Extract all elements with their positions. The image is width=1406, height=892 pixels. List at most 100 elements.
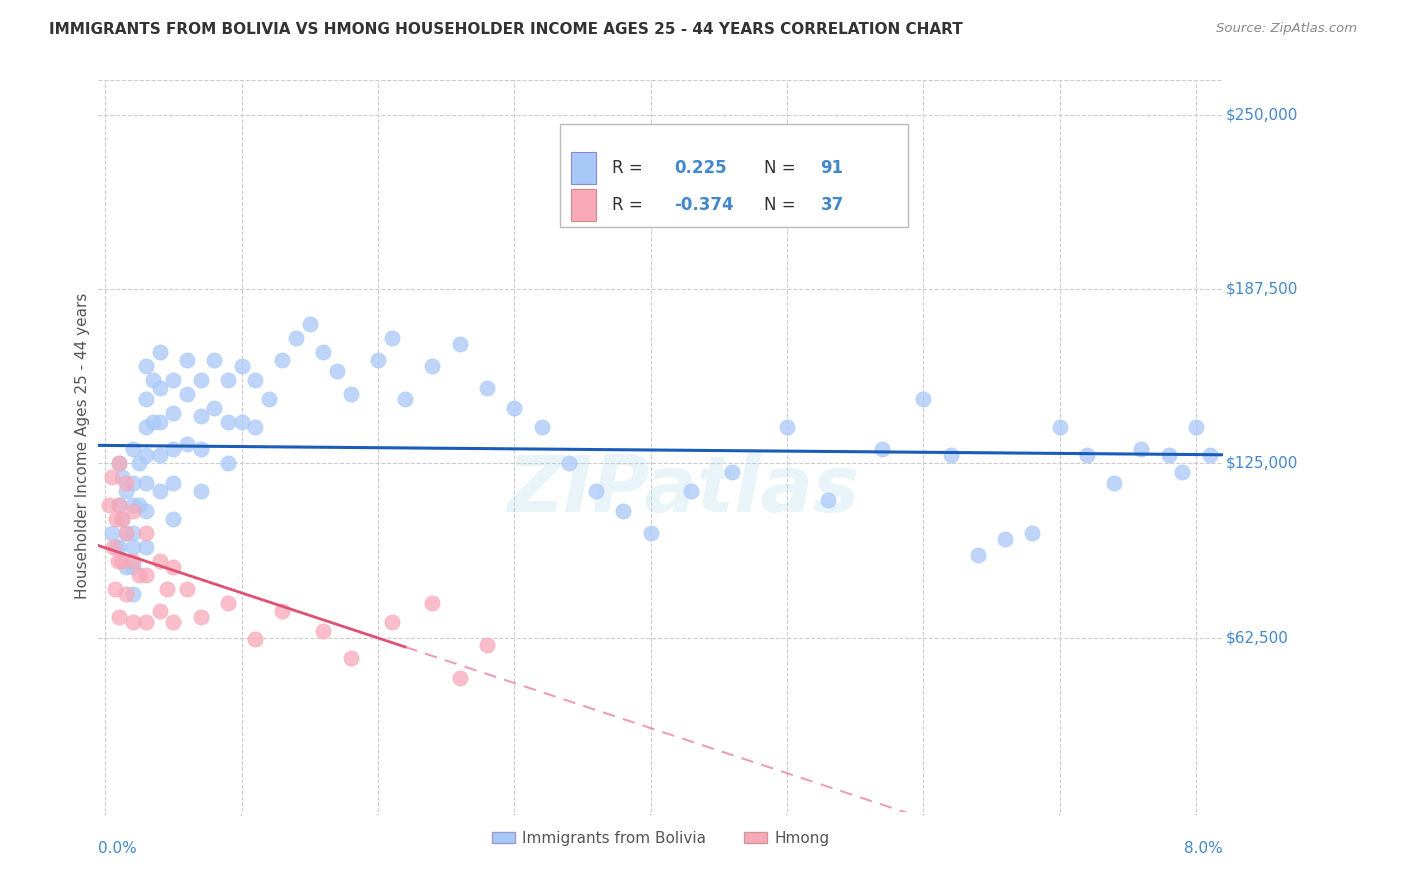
Point [475,381,498,395]
Bar [571,152,596,184]
Point [110,470,132,484]
Point [558,457,581,471]
Point [190,409,212,423]
Point [1157,448,1180,462]
Point [217,457,239,471]
Point [135,420,157,434]
Point [681,484,703,499]
Text: 0.0%: 0.0% [98,841,138,856]
Text: ZIPatlas: ZIPatlas [508,452,859,528]
Point [110,512,132,526]
Point [108,457,131,471]
Point [101,526,124,541]
Point [1049,420,1071,434]
Point [121,475,143,490]
Point [475,638,498,652]
Point [190,609,212,624]
Point [190,442,212,457]
Point [312,624,335,638]
Point [162,373,184,387]
Point [231,359,253,373]
Point [285,331,308,345]
Text: $187,500: $187,500 [1226,282,1298,297]
Point [135,615,157,630]
Point [149,554,172,568]
Point [176,582,198,596]
Point [121,442,143,457]
Point [121,587,143,601]
Point [114,475,136,490]
Point [176,386,198,401]
Text: N =: N = [765,159,796,177]
Text: Source: ZipAtlas.com: Source: ZipAtlas.com [1216,22,1357,36]
Point [142,373,165,387]
Point [217,415,239,429]
Y-axis label: Householder Income Ages 25 - 44 years: Householder Income Ages 25 - 44 years [75,293,90,599]
Point [149,345,172,359]
Point [121,540,143,554]
Point [110,512,132,526]
Text: N =: N = [765,195,796,213]
Point [176,437,198,451]
Point [108,609,131,624]
Text: 8.0%: 8.0% [1184,841,1223,856]
Point [1102,475,1125,490]
Point [135,540,157,554]
Point [380,615,402,630]
Point [1185,420,1208,434]
Point [98,498,121,512]
Point [817,492,839,507]
Point [128,457,150,471]
Point [103,540,125,554]
Point [128,567,150,582]
Point [776,420,799,434]
Point [339,386,361,401]
Point [872,442,894,457]
Point [110,554,132,568]
Point [190,373,212,387]
Point [108,540,131,554]
Point [105,540,128,554]
Point [939,448,962,462]
Point [394,392,416,407]
Point [149,448,172,462]
Text: $62,500: $62,500 [1226,630,1288,645]
Point [245,632,267,646]
Point [585,484,607,499]
Bar [560,124,908,227]
Text: IMMIGRANTS FROM BOLIVIA VS HMONG HOUSEHOLDER INCOME AGES 25 - 44 YEARS CORRELATI: IMMIGRANTS FROM BOLIVIA VS HMONG HOUSEHO… [49,22,963,37]
Point [121,559,143,574]
Point [231,415,253,429]
Point [104,582,127,596]
Point [912,392,935,407]
Point [114,559,136,574]
Point [162,406,184,420]
Point [149,415,172,429]
Point [380,331,402,345]
Point [449,336,471,351]
Point [162,442,184,457]
Legend: Immigrants from Bolivia, Hmong: Immigrants from Bolivia, Hmong [485,824,837,852]
Point [108,498,131,512]
Text: $250,000: $250,000 [1226,108,1298,122]
Point [162,615,184,630]
Point [217,373,239,387]
Point [135,526,157,541]
Point [114,587,136,601]
Point [135,448,157,462]
Point [142,415,165,429]
Point [422,359,444,373]
Point [612,504,634,518]
Point [966,549,988,563]
Point [217,596,239,610]
Text: R =: R = [613,159,643,177]
Point [105,512,128,526]
Point [149,381,172,395]
Point [176,353,198,368]
Point [149,604,172,618]
Point [128,498,150,512]
Point [298,317,321,331]
Point [149,484,172,499]
Point [121,504,143,518]
Point [162,512,184,526]
